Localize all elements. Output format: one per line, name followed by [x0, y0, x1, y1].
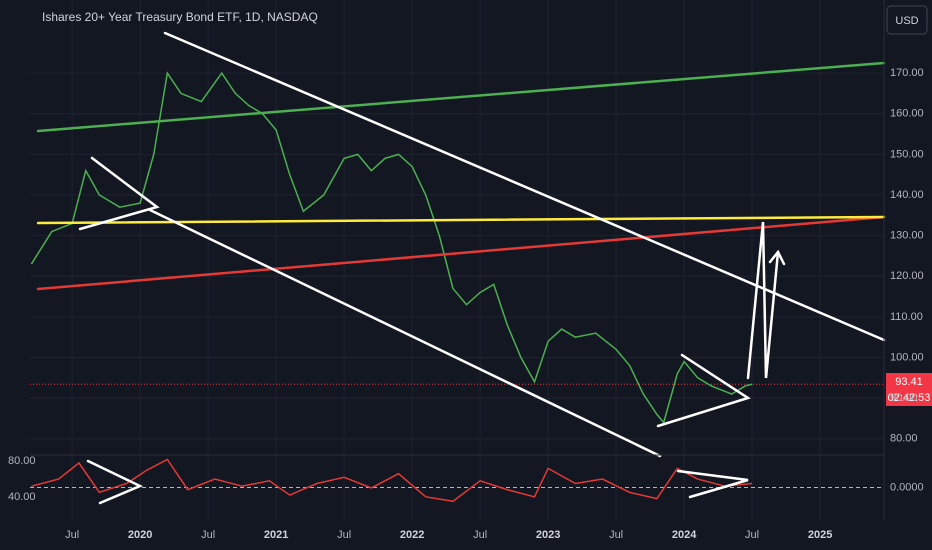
y-tick-label: 80.00	[8, 455, 36, 467]
chart-title: Ishares 20+ Year Treasury Bond ETF, 1D, …	[42, 10, 318, 24]
x-tick-label: Jul	[201, 529, 215, 541]
x-tick-label: Jul	[337, 529, 351, 541]
x-tick-label: 2020	[128, 529, 152, 541]
y-tick-label: 120.00	[890, 270, 924, 282]
y-tick-label: 130.00	[890, 230, 924, 242]
currency[interactable]: USD	[895, 15, 918, 27]
price-line	[30, 71, 753, 425]
x-tick-label: 2024	[672, 529, 697, 541]
x-tick-label: Jul	[609, 529, 623, 541]
plot	[30, 71, 753, 503]
x-tick-label: Jul	[65, 529, 79, 541]
trend-line	[36, 215, 886, 225]
triangle	[676, 469, 749, 499]
y-tick-label: 170.00	[890, 67, 924, 79]
x-tick-label: 2022	[400, 529, 424, 541]
triangle	[86, 459, 144, 505]
y-tick-label: 140.00	[890, 189, 924, 201]
y-tick-label: 150.00	[890, 148, 924, 160]
last-price: 93.41	[895, 376, 923, 388]
drawings	[36, 31, 886, 505]
price-line	[31, 458, 753, 503]
price-label-box	[886, 373, 932, 406]
x-tick-label: 2021	[264, 529, 288, 541]
x-tick-label: 2025	[808, 529, 832, 541]
projection	[746, 221, 780, 380]
triangle	[78, 156, 160, 231]
countdown: 02:42:53	[888, 392, 931, 404]
grid	[30, 0, 884, 520]
trend-line	[36, 215, 886, 291]
x-tick-label: Jul	[473, 529, 487, 541]
x-tick-label: Jul	[745, 529, 759, 541]
y2-tick-label: 0.0000	[890, 481, 924, 493]
x-tick-label: 2023	[536, 529, 560, 541]
y-tick-label: 80.00	[890, 433, 918, 445]
y-tick-label: 160.00	[890, 108, 924, 120]
y-tick-label: 40.00	[8, 491, 36, 503]
currency-button[interactable]	[886, 5, 928, 35]
y-tick-label: 90.00	[890, 392, 918, 404]
trend-line	[148, 208, 662, 458]
y-tick-label: 110.00	[890, 311, 923, 323]
trend-line	[36, 61, 886, 133]
arrow-head	[768, 249, 786, 266]
triangle	[656, 353, 751, 428]
y-tick-label: 100.00	[890, 351, 924, 363]
